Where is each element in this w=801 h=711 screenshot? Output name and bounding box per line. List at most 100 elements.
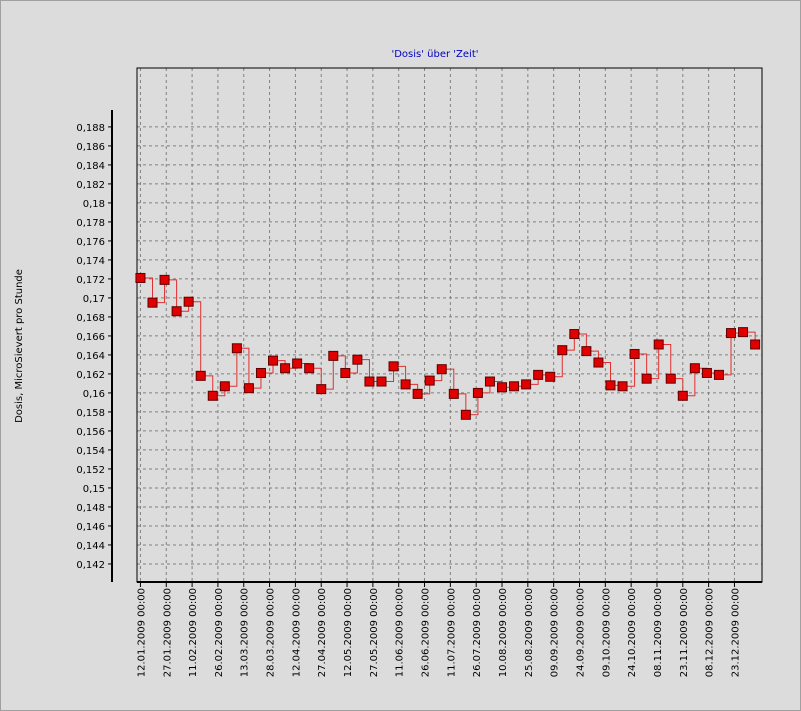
data-point	[195, 370, 206, 381]
data-point	[135, 272, 146, 283]
x-tick-label: 23.12.2009 00:00	[730, 588, 741, 677]
y-tick-label: 0,148	[76, 503, 105, 514]
data-point	[689, 363, 700, 374]
data-point	[328, 350, 339, 361]
data-point	[171, 306, 182, 317]
x-tick-label: 12.04.2009 00:00	[291, 588, 302, 677]
data-point	[388, 361, 399, 372]
y-tick-label: 0,154	[76, 446, 105, 457]
data-point	[557, 345, 568, 356]
data-point	[340, 367, 351, 378]
y-tick-label: 0,164	[76, 351, 105, 362]
y-tick-label: 0,142	[76, 560, 105, 571]
data-point	[292, 358, 303, 369]
data-point	[653, 339, 664, 350]
x-tick-label: 26.07.2009 00:00	[472, 588, 483, 677]
data-point	[641, 373, 652, 384]
data-point	[280, 363, 291, 374]
y-tick-label: 0,146	[76, 522, 105, 533]
y-tick-label: 0,156	[76, 427, 105, 438]
data-point	[677, 390, 688, 401]
x-tick-label: 27.01.2009 00:00	[162, 588, 173, 677]
y-tick-label: 0,152	[76, 465, 105, 476]
y-tick-label: 0,17	[83, 294, 105, 305]
x-tick-label: 27.05.2009 00:00	[369, 588, 380, 677]
data-point	[400, 379, 411, 390]
data-point	[352, 354, 363, 365]
x-tick-label: 11.02.2009 00:00	[188, 588, 199, 677]
x-tick-label: 08.12.2009 00:00	[705, 588, 716, 677]
data-point	[545, 371, 556, 382]
x-tick-label: 27.04.2009 00:00	[317, 588, 328, 677]
x-tick-label: 24.10.2009 00:00	[627, 588, 638, 677]
data-point	[497, 382, 508, 393]
data-point	[159, 274, 170, 285]
data-point	[460, 409, 471, 420]
x-tick-label: 26.02.2009 00:00	[214, 588, 225, 677]
x-tick-label: 26.06.2009 00:00	[421, 588, 432, 677]
data-point	[533, 369, 544, 380]
data-point	[484, 376, 495, 387]
x-tick-label: 09.10.2009 00:00	[601, 588, 612, 677]
data-point	[509, 381, 520, 392]
data-point	[569, 329, 580, 340]
x-tick-label: 24.09.2009 00:00	[575, 588, 586, 677]
x-tick-label: 09.09.2009 00:00	[550, 588, 561, 677]
y-tick-label: 0,16	[83, 389, 105, 400]
data-point	[472, 387, 483, 398]
data-point	[665, 373, 676, 384]
x-tick-label: 11.07.2009 00:00	[446, 588, 457, 677]
y-tick-label: 0,178	[76, 218, 105, 229]
data-point	[219, 381, 230, 392]
data-point	[629, 348, 640, 359]
data-point	[581, 346, 592, 357]
plot-area	[137, 68, 762, 582]
data-point	[738, 327, 749, 338]
chart-title: 'Dosis' über 'Zeit'	[391, 49, 478, 60]
data-point	[726, 328, 737, 339]
y-tick-label: 0,182	[76, 180, 105, 191]
y-tick-label: 0,172	[76, 275, 105, 286]
data-point	[750, 339, 761, 350]
data-point	[605, 380, 616, 391]
y-tick-label: 0,162	[76, 370, 105, 381]
y-tick-label: 0,188	[76, 123, 105, 134]
x-tick-label: 13.03.2009 00:00	[240, 588, 251, 677]
x-tick-label: 10.08.2009 00:00	[498, 588, 509, 677]
data-point	[304, 363, 315, 374]
y-tick-label: 0,144	[76, 541, 105, 552]
data-point	[701, 367, 712, 378]
data-point	[316, 384, 327, 395]
data-point	[268, 355, 279, 366]
x-tick-label: 08.11.2009 00:00	[653, 588, 664, 677]
x-tick-label: 23.11.2009 00:00	[679, 588, 690, 677]
y-tick-label: 0,176	[76, 237, 105, 248]
x-tick-label: 11.06.2009 00:00	[395, 588, 406, 677]
data-point	[521, 379, 532, 390]
data-point	[617, 381, 628, 392]
y-axis-label: Dosis, MicroSievert pro Stunde	[14, 269, 25, 423]
y-tick-label: 0,184	[76, 161, 105, 172]
data-point	[713, 369, 724, 380]
data-point	[376, 376, 387, 387]
x-tick-label: 12.01.2009 00:00	[136, 588, 147, 677]
step-line	[140, 277, 756, 416]
data-point	[448, 388, 459, 399]
x-tick-label: 12.05.2009 00:00	[343, 588, 354, 677]
data-point	[183, 296, 194, 307]
y-tick-label: 0,15	[83, 484, 105, 495]
data-point	[231, 343, 242, 354]
x-tick-label: 28.03.2009 00:00	[266, 588, 277, 677]
data-point	[207, 390, 218, 401]
y-tick-label: 0,168	[76, 313, 105, 324]
y-tick-label: 0,158	[76, 408, 105, 419]
data-point	[593, 357, 604, 368]
y-tick-label: 0,166	[76, 332, 105, 343]
data-point	[147, 297, 158, 308]
data-point	[412, 388, 423, 399]
data-point	[436, 364, 447, 375]
y-tick-label: 0,174	[76, 256, 105, 267]
y-tick-label: 0,18	[83, 199, 105, 210]
